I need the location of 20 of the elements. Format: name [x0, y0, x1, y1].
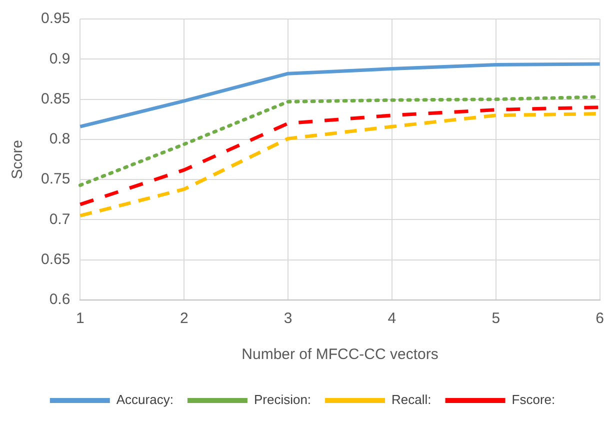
x-tick-label: 5	[492, 310, 500, 328]
y-tick-label: 0.9	[49, 50, 70, 68]
x-tick-label: 6	[596, 310, 604, 328]
y-tick-label: 0.75	[40, 170, 70, 188]
legend-label: Accuracy:	[116, 392, 174, 408]
legend-label: Fscore:	[512, 392, 556, 408]
y-tick-label: 0.85	[40, 90, 70, 108]
x-axis-title: Number of MFCC-CC vectors	[242, 346, 438, 364]
legend-label: Recall:	[392, 392, 432, 408]
x-tick-label: 2	[180, 310, 188, 328]
y-tick-label: 0.8	[49, 130, 70, 148]
y-tick-label: 0.95	[40, 10, 70, 28]
x-tick-label: 4	[388, 310, 396, 328]
x-tick-label: 3	[284, 310, 292, 328]
y-tick-label: 0.6	[49, 291, 70, 308]
y-tick-label: 0.65	[40, 251, 70, 268]
y-axis-title: Score	[9, 140, 26, 180]
y-tick-label: 0.7	[49, 210, 70, 228]
x-tick-label: 1	[76, 310, 84, 328]
legend-label: Precision:	[254, 392, 312, 408]
